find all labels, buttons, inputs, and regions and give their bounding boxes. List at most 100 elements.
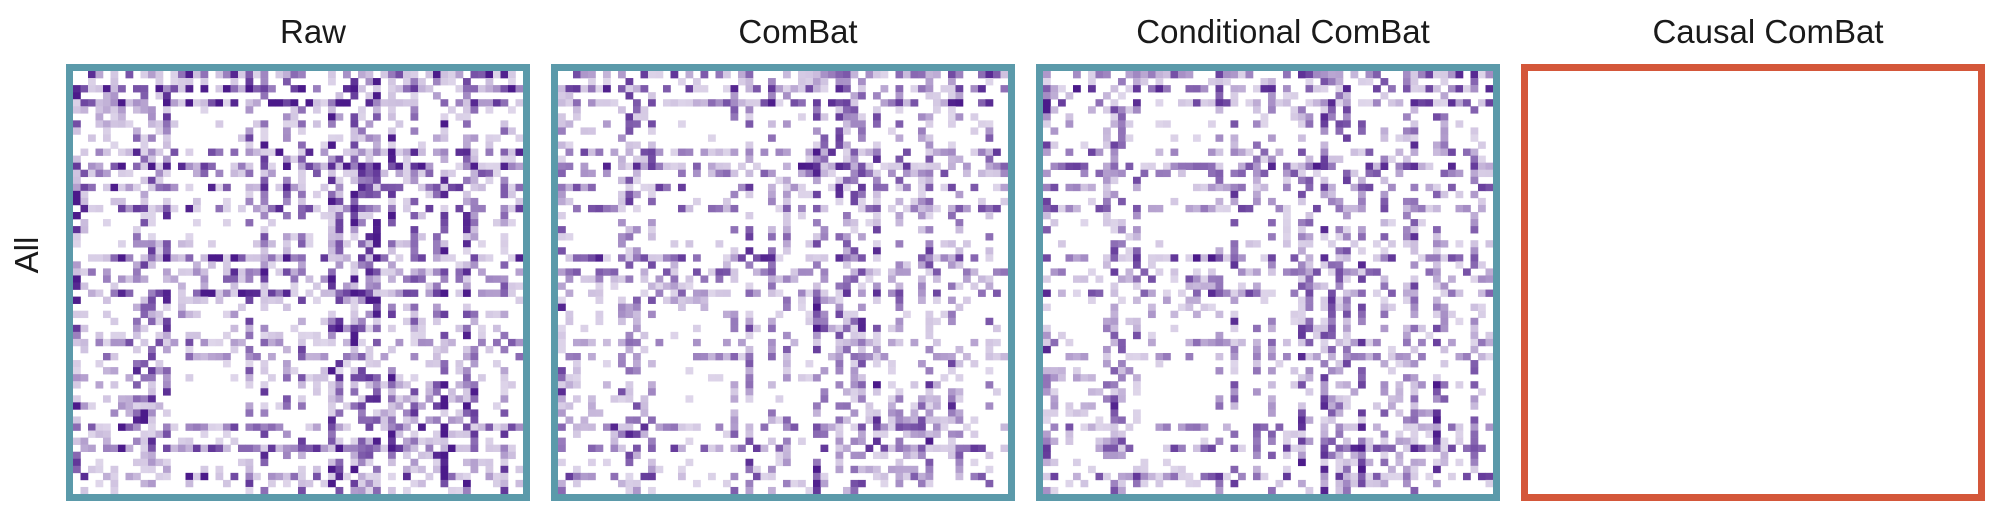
heatmap-cell xyxy=(768,197,776,206)
heatmap-cell xyxy=(253,353,261,361)
heatmap-cell xyxy=(118,402,126,410)
heatmap-cell xyxy=(768,472,776,481)
heatmap-cell xyxy=(238,289,246,297)
heatmap-cell xyxy=(103,338,111,347)
heatmap-cell xyxy=(1260,254,1269,262)
heatmap-cell xyxy=(963,275,971,283)
heatmap-cell xyxy=(558,331,566,340)
heatmap-cell xyxy=(1095,416,1104,424)
heatmap-cell xyxy=(895,120,904,128)
heatmap-cell xyxy=(1260,148,1269,156)
heatmap-cell xyxy=(1050,486,1059,494)
heatmap-cell xyxy=(313,85,321,93)
heatmap-cell xyxy=(395,169,404,178)
heatmap-cell xyxy=(1208,148,1216,156)
heatmap-cell xyxy=(463,148,471,156)
heatmap-cell xyxy=(1410,282,1419,290)
heatmap-cell xyxy=(1343,479,1351,488)
heatmap-cell xyxy=(573,353,581,361)
heatmap-cell xyxy=(1043,430,1051,438)
heatmap-cell xyxy=(328,106,336,114)
heatmap-cell xyxy=(118,204,126,213)
heatmap-cell xyxy=(910,204,919,213)
heatmap-cell xyxy=(1178,169,1186,178)
heatmap-cell xyxy=(753,162,761,170)
heatmap-cell xyxy=(873,219,881,227)
heatmap-cell xyxy=(850,310,859,319)
heatmap-cell xyxy=(440,381,449,389)
heatmap-cell xyxy=(813,85,821,93)
heatmap-cell xyxy=(895,416,904,424)
heatmap-cell xyxy=(215,437,224,445)
heatmap-cell xyxy=(595,85,604,93)
heatmap-cell xyxy=(298,402,306,410)
heatmap-cell xyxy=(320,338,329,347)
heatmap-cell xyxy=(268,261,276,269)
heatmap-cell xyxy=(978,204,986,213)
heatmap-cell xyxy=(373,416,381,424)
heatmap-cell xyxy=(260,127,269,135)
heatmap-cell xyxy=(1080,402,1089,410)
heatmap-cell xyxy=(985,353,994,361)
heatmap-cell xyxy=(350,155,359,163)
heatmap-cell xyxy=(768,324,776,333)
heatmap-cell xyxy=(873,296,881,304)
heatmap-cell xyxy=(1073,183,1081,192)
heatmap-cell xyxy=(1193,85,1201,93)
heatmap-cell xyxy=(843,317,851,326)
heatmap-cell xyxy=(245,331,254,340)
heatmap-cell xyxy=(693,353,701,361)
heatmap-cell xyxy=(1410,85,1419,93)
heatmap-cell xyxy=(873,409,881,417)
heatmap-cell xyxy=(478,324,486,333)
heatmap-cell xyxy=(245,472,254,481)
heatmap-cell xyxy=(925,183,934,192)
heatmap-cell xyxy=(373,148,381,156)
heatmap-cell xyxy=(433,451,441,460)
heatmap-cell xyxy=(685,275,694,283)
heatmap-cell xyxy=(805,190,814,199)
heatmap-cell xyxy=(260,268,269,276)
heatmap-cell xyxy=(1000,197,1008,206)
heatmap-cell xyxy=(230,289,239,297)
heatmap-cell xyxy=(245,317,254,326)
heatmap-cell xyxy=(873,226,881,234)
heatmap-cell xyxy=(410,106,419,114)
heatmap-cell xyxy=(1223,289,1231,297)
heatmap-cell xyxy=(193,423,201,431)
heatmap-cell xyxy=(625,303,634,311)
heatmap-cell xyxy=(678,148,686,156)
heatmap-cell xyxy=(245,289,254,297)
heatmap-cell xyxy=(948,99,956,107)
heatmap-cell xyxy=(978,99,986,107)
heatmap-cell xyxy=(603,204,611,213)
heatmap-cell xyxy=(663,183,671,192)
heatmap-cell xyxy=(963,296,971,304)
heatmap-cell xyxy=(185,296,194,304)
heatmap-svg xyxy=(1528,71,1978,494)
heatmap-cell xyxy=(843,141,851,149)
heatmap-cell xyxy=(373,374,381,382)
heatmap-cell xyxy=(745,310,754,319)
heatmap-cell xyxy=(1403,78,1411,86)
heatmap-cell xyxy=(365,289,374,297)
heatmap-cell xyxy=(978,85,986,93)
heatmap-cell xyxy=(1320,437,1329,445)
heatmap-cell xyxy=(1065,402,1074,410)
heatmap-cell xyxy=(283,451,291,460)
heatmap-cell xyxy=(670,331,679,340)
heatmap-cell xyxy=(1290,162,1299,170)
heatmap-cell xyxy=(640,85,649,93)
heatmap-cell xyxy=(110,331,119,340)
heatmap-cell xyxy=(813,472,821,481)
heatmap-cell xyxy=(1425,183,1434,192)
heatmap-cell xyxy=(103,92,111,100)
heatmap-cell xyxy=(1155,169,1164,178)
heatmap-cell xyxy=(1080,275,1089,283)
heatmap-cell xyxy=(655,289,664,297)
heatmap-cell xyxy=(380,409,389,417)
heatmap-cell xyxy=(253,472,261,481)
heatmap-cell xyxy=(470,134,479,142)
heatmap-cell xyxy=(1440,395,1449,403)
heatmap-cell xyxy=(1148,275,1156,283)
